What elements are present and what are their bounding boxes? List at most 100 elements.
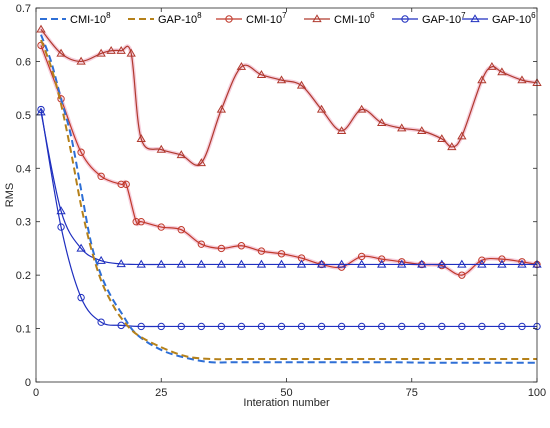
- data-point: [437, 134, 447, 143]
- data-point: [176, 150, 186, 159]
- y-tick-label: 0.5: [16, 110, 31, 122]
- data-point: [457, 259, 467, 268]
- data-point: [76, 56, 86, 65]
- data-point: [377, 322, 386, 331]
- data-point: [317, 322, 326, 331]
- data-point: [357, 322, 366, 331]
- data-point: [77, 293, 85, 302]
- data-point: [136, 134, 146, 143]
- data-point: [336, 259, 347, 268]
- data-point: [237, 322, 246, 331]
- data-point: [117, 180, 125, 189]
- legend-swatch-marker: [225, 15, 233, 23]
- series-layer: [36, 24, 542, 364]
- data-point: [276, 259, 287, 268]
- data-point: [417, 259, 427, 268]
- series-line: [40, 34, 537, 364]
- data-point: [156, 259, 166, 268]
- data-point: [177, 226, 185, 234]
- data-point: [77, 148, 85, 156]
- data-point: [498, 255, 506, 263]
- data-point: [216, 259, 227, 268]
- x-axis-label: Interation number: [243, 397, 330, 409]
- legend-label: GAP-108: [158, 11, 202, 26]
- data-point: [336, 126, 347, 135]
- series-gap-10-6: [36, 107, 542, 268]
- data-point: [447, 142, 457, 151]
- data-point: [458, 322, 466, 331]
- data-point: [76, 243, 86, 252]
- data-point: [56, 206, 66, 215]
- x-tick-label: 0: [33, 387, 39, 399]
- data-point: [196, 158, 207, 167]
- data-point: [457, 131, 467, 140]
- data-point: [417, 126, 427, 135]
- data-point: [477, 75, 487, 84]
- data-point: [377, 259, 387, 268]
- data-point: [498, 322, 506, 331]
- data-point: [316, 259, 327, 268]
- data-point: [106, 45, 116, 54]
- data-point: [97, 318, 105, 326]
- legend-swatch-marker: [312, 14, 322, 23]
- y-tick-label: 0.4: [16, 163, 31, 175]
- data-point: [237, 242, 246, 250]
- data-point: [56, 48, 66, 57]
- data-point: [397, 259, 407, 268]
- data-point: [517, 75, 527, 84]
- legend-item: CMI-108: [40, 11, 111, 26]
- data-point: [236, 61, 247, 70]
- x-tick-label: 100: [528, 387, 546, 399]
- data-point: [137, 322, 145, 331]
- data-point: [437, 259, 447, 268]
- y-tick-label: 0.6: [16, 56, 31, 68]
- data-point: [136, 259, 146, 268]
- data-point: [177, 322, 185, 331]
- legend-label: CMI-106: [334, 11, 375, 26]
- data-point: [217, 244, 226, 253]
- data-point: [497, 67, 507, 76]
- y-tick-label: 0: [25, 377, 31, 389]
- x-tick-label: 75: [406, 387, 418, 399]
- data-point: [356, 259, 367, 268]
- data-point: [487, 61, 497, 70]
- legend-swatch-marker: [470, 14, 480, 23]
- data-point: [132, 218, 140, 226]
- legend-item: CMI-106: [304, 11, 375, 26]
- legend-item: GAP-106: [462, 11, 536, 26]
- data-point: [398, 322, 406, 331]
- data-point: [137, 218, 145, 226]
- series-cmi-10-8: [40, 34, 537, 364]
- data-point: [257, 322, 266, 331]
- data-point: [157, 223, 165, 231]
- data-point: [176, 259, 186, 268]
- data-point: [217, 322, 226, 331]
- ticks-layer: 0 25 50 75 100 0 0.1 0.2 0.3 0.4 0.5 0.6 0.7: [16, 3, 546, 399]
- data-point: [397, 123, 407, 132]
- legend-item: CMI-107: [216, 11, 287, 26]
- data-point: [97, 172, 105, 181]
- data-point: [296, 259, 307, 268]
- series-line: [40, 112, 537, 266]
- data-point: [96, 255, 106, 264]
- data-point: [418, 322, 426, 331]
- legend-item: GAP-107: [392, 11, 466, 26]
- data-point: [126, 48, 136, 57]
- data-point: [156, 144, 166, 153]
- data-point: [256, 69, 267, 78]
- series-gap-10-8: [40, 39, 537, 361]
- legend-label: GAP-107: [422, 11, 466, 26]
- data-point: [96, 48, 106, 57]
- series-line: [40, 39, 537, 361]
- data-point: [357, 252, 366, 261]
- data-point: [116, 259, 126, 268]
- x-tick-label: 25: [155, 387, 167, 399]
- series-cmi-10-6: [36, 24, 542, 168]
- y-tick-label: 0.1: [16, 324, 31, 336]
- legend-item: GAP-108: [128, 11, 202, 26]
- data-point: [477, 259, 487, 268]
- data-point: [36, 24, 46, 33]
- data-point: [277, 322, 286, 331]
